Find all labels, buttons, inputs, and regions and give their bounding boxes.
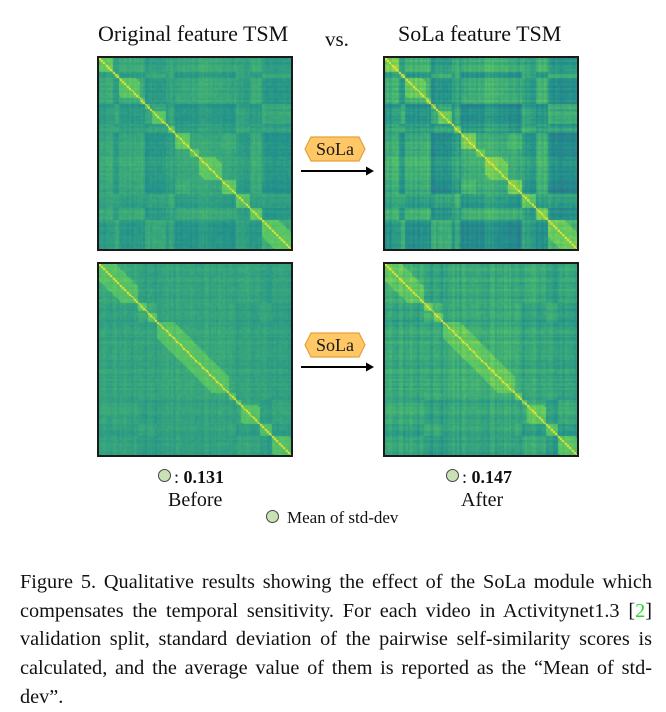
hexagon-badge-icon xyxy=(304,332,366,358)
sola-badge-label: SoLa xyxy=(316,335,354,355)
score-before: : 0.131 xyxy=(158,467,224,488)
tsm-canvas xyxy=(385,58,577,249)
score-before-value: 0.131 xyxy=(183,467,225,487)
tsm-canvas xyxy=(99,264,291,455)
figure-caption: Figure 5. Qualitative results showing th… xyxy=(20,568,652,711)
circle-marker-icon xyxy=(266,510,279,523)
title-vs: vs. xyxy=(325,27,349,51)
score-after: : 0.147 xyxy=(446,467,512,488)
citation-link[interactable]: 2 xyxy=(635,599,646,622)
circle-marker-icon xyxy=(446,469,459,482)
title-original-tsm: Original feature TSM xyxy=(98,21,289,46)
tsm-heatmap-sola-bottom xyxy=(383,262,579,457)
sola-transform-top: SoLa xyxy=(298,136,378,180)
score-separator: : xyxy=(462,467,472,487)
right-arrow-icon xyxy=(301,166,374,176)
label-after: After xyxy=(461,489,504,511)
score-after-value: 0.147 xyxy=(471,467,513,487)
sola-badge: SoLa xyxy=(304,332,366,358)
legend-label: Mean of std-dev xyxy=(287,508,399,527)
sola-badge: SoLa xyxy=(304,136,366,162)
label-before: Before xyxy=(168,489,223,511)
sola-badge-label: SoLa xyxy=(316,139,354,159)
right-arrow-icon xyxy=(301,362,374,372)
tsm-heatmap-original-bottom xyxy=(97,262,293,457)
tsm-canvas xyxy=(385,264,577,455)
sola-transform-bottom: SoLa xyxy=(298,332,378,376)
title-sola-tsm: SoLa feature TSM xyxy=(398,21,562,46)
hexagon-badge-icon xyxy=(304,136,366,162)
caption-text-start: Figure 5. Qualitative results showing th… xyxy=(20,571,652,622)
tsm-canvas xyxy=(99,58,291,249)
score-separator: : xyxy=(174,467,184,487)
circle-marker-icon xyxy=(158,469,171,482)
tsm-heatmap-sola-top xyxy=(383,56,579,251)
tsm-heatmap-original-top xyxy=(97,56,293,251)
caption-text-end: ] validation split, standard deviation o… xyxy=(20,599,652,708)
legend: Mean of std-dev xyxy=(266,508,398,528)
